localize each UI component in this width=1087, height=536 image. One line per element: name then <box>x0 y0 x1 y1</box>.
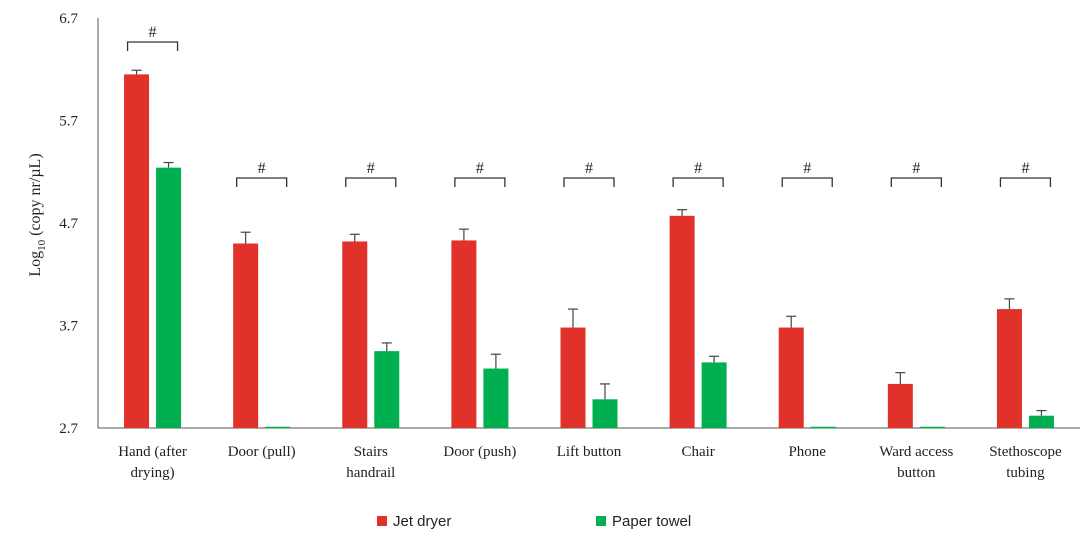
legend-swatch-jet-dryer <box>377 516 387 526</box>
significance-bracket <box>781 177 833 187</box>
x-category-label: Lift button <box>557 444 622 460</box>
x-category-label: Door (push) <box>443 444 516 460</box>
bar-jet-dryer <box>887 383 913 428</box>
significance-bracket <box>563 177 615 187</box>
bar-jet-dryer <box>124 74 150 428</box>
significance-bracket <box>126 41 179 51</box>
y-tick-label: 3.7 <box>59 319 78 335</box>
bar-jet-dryer <box>342 241 368 428</box>
y-tick-label: 4.7 <box>59 216 78 232</box>
bar-jet-dryer <box>560 327 586 428</box>
x-category-label: Chair <box>681 444 714 460</box>
significance-bracket <box>999 177 1052 187</box>
y-tick-label: 2.7 <box>59 421 78 437</box>
y-axis-ticks: 6.7 5.7 4.7 3.7 2.7 <box>59 11 78 437</box>
bar-paper-towel <box>483 368 509 428</box>
bar-paper-towel <box>156 167 182 428</box>
x-category-label: Door (pull) <box>228 444 296 460</box>
significance-marker: # <box>912 160 920 177</box>
x-category-label: Hand (after drying) <box>118 444 187 481</box>
bar-jet-dryer <box>451 240 477 428</box>
significance-brackets: # # # # # # # # # <box>126 24 1052 187</box>
bar-jet-dryer <box>669 215 695 428</box>
significance-bracket <box>345 177 397 187</box>
x-category-label: Stethoscope tubing <box>989 444 1062 481</box>
significance-marker: # <box>149 24 157 41</box>
bar-paper-towel <box>1028 415 1054 428</box>
significance-bracket <box>236 177 288 187</box>
significance-marker: # <box>694 160 702 177</box>
legend: Jet dryer Paper towel <box>377 513 691 530</box>
bars <box>124 74 1054 429</box>
x-axis-categories: Hand (after drying) Door (pull) Stairs handr… <box>118 444 1062 481</box>
significance-marker: # <box>476 160 484 177</box>
bar-paper-towel <box>592 399 618 428</box>
y-tick-label: 5.7 <box>59 114 78 130</box>
significance-bracket <box>890 177 942 187</box>
error-bars <box>131 69 1047 416</box>
x-category-label: Ward access button <box>879 444 953 481</box>
bar-jet-dryer <box>996 309 1022 428</box>
y-tick-label: 6.7 <box>59 11 78 27</box>
x-category-label: Stairs handrail <box>346 444 395 481</box>
x-category-label: Phone <box>788 444 826 460</box>
bar-paper-towel <box>701 362 727 428</box>
legend-label-paper-towel: Paper towel <box>612 513 691 530</box>
significance-marker: # <box>585 160 593 177</box>
bar-jet-dryer <box>233 243 259 428</box>
significance-marker: # <box>803 160 811 177</box>
legend-label-jet-dryer: Jet dryer <box>393 513 451 530</box>
significance-marker: # <box>258 160 266 177</box>
bar-paper-towel <box>374 351 400 428</box>
y-axis-label: Log10 (copy nr/µL) <box>27 153 48 276</box>
bar-jet-dryer <box>778 327 804 428</box>
axes <box>97 18 1080 429</box>
legend-swatch-paper-towel <box>596 516 606 526</box>
y-axis-title: Log10 (copy nr/µL) <box>27 153 48 276</box>
significance-bracket <box>672 177 724 187</box>
significance-marker: # <box>1021 160 1029 177</box>
significance-marker: # <box>367 160 375 177</box>
significance-bracket <box>454 177 506 187</box>
